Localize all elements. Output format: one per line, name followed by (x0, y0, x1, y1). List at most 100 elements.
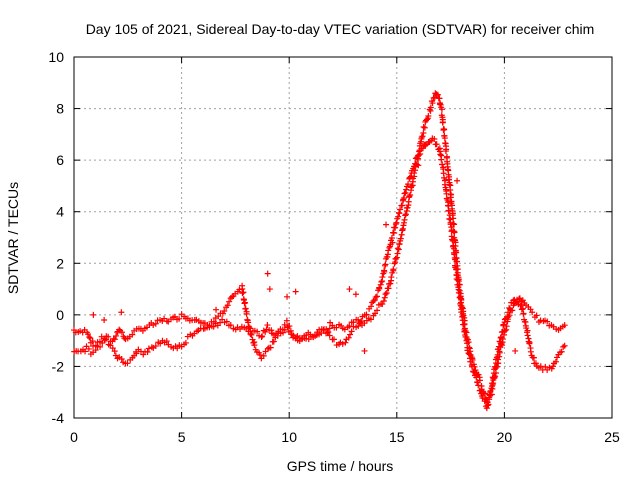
data-point-marker (420, 129, 427, 136)
data-point-marker (274, 332, 281, 339)
data-point-marker (442, 148, 449, 155)
data-point-marker (97, 343, 104, 350)
data-point-marker (397, 206, 404, 213)
data-point-marker (284, 293, 291, 300)
data-point-marker (385, 247, 392, 254)
data-point-marker (501, 327, 508, 334)
x-tick-label: 10 (281, 429, 297, 445)
data-point-marker (411, 163, 418, 170)
data-point-marker (485, 401, 492, 408)
data-point-marker (512, 347, 519, 354)
data-point-marker (163, 338, 170, 345)
data-point-marker (84, 331, 91, 338)
data-point-marker (453, 275, 460, 282)
data-point-marker (402, 189, 409, 196)
data-point-marker (431, 135, 438, 142)
data-point-marker (395, 246, 402, 253)
x-tick-label: 5 (178, 429, 186, 445)
data-point-marker (150, 321, 157, 328)
data-point-marker (550, 363, 557, 370)
data-point-marker (561, 342, 568, 349)
data-point-marker (331, 336, 338, 343)
y-tick-label: 2 (56, 255, 64, 271)
data-point-marker (486, 396, 493, 403)
data-point-marker (448, 227, 455, 234)
data-point-marker (221, 307, 228, 314)
data-point-marker (379, 301, 386, 308)
data-point-marker (415, 162, 422, 169)
data-point-marker (372, 294, 379, 301)
data-point-marker (240, 289, 247, 296)
data-point-marker (475, 382, 482, 389)
data-point-marker (281, 321, 288, 328)
data-point-marker (407, 191, 414, 198)
data-point-marker (243, 310, 250, 317)
data-point-marker (419, 145, 426, 152)
data-point-marker (347, 331, 354, 338)
data-point-marker (420, 123, 427, 130)
y-axis-label: SDTVAR / TECUs (5, 182, 21, 294)
data-point-marker (85, 345, 92, 352)
data-point-marker (424, 116, 431, 123)
data-point-marker (257, 351, 264, 358)
data-point-marker (481, 398, 488, 405)
x-tick-label: 25 (604, 429, 620, 445)
data-point-marker (454, 177, 461, 184)
data-point-marker (438, 106, 445, 113)
data-point-marker (473, 374, 480, 381)
data-point-marker (92, 347, 99, 354)
data-point-marker (403, 186, 410, 193)
data-point-marker (427, 104, 434, 111)
data-point-marker (90, 311, 97, 318)
data-point-marker (462, 333, 469, 340)
data-point-marker (552, 358, 559, 365)
data-point-marker (283, 317, 290, 324)
data-point-marker (348, 328, 355, 335)
data-point-marker (86, 334, 93, 341)
data-point-marker (434, 91, 441, 98)
data-point-marker (439, 119, 446, 126)
data-point-marker (224, 302, 231, 309)
data-point-marker (394, 250, 401, 257)
data-point-marker (463, 337, 470, 344)
data-point-marker (213, 306, 220, 313)
data-points (70, 90, 568, 412)
x-axis-label: GPS time / hours (287, 458, 394, 474)
data-point-marker (445, 202, 452, 209)
data-point-marker (395, 213, 402, 220)
data-point-marker (89, 338, 96, 345)
data-point-marker (305, 336, 312, 343)
data-point-marker (558, 348, 565, 355)
y-tick-label: 6 (56, 152, 64, 168)
data-point-marker (407, 173, 414, 180)
data-point-marker (113, 332, 120, 339)
data-point-marker (124, 360, 131, 367)
data-point-marker (412, 160, 419, 167)
data-point-marker (372, 310, 379, 317)
data-point-marker (495, 356, 502, 363)
data-point-marker (383, 221, 390, 228)
data-point-marker (239, 290, 246, 297)
data-point-marker (223, 318, 230, 325)
data-point-marker (394, 245, 401, 252)
data-point-marker (488, 391, 495, 398)
x-tick-label: 20 (497, 429, 513, 445)
data-point-marker (260, 352, 267, 359)
data-point-marker (242, 305, 249, 312)
data-point-marker (421, 141, 428, 148)
data-point-marker (412, 155, 419, 162)
data-point-marker (465, 350, 472, 357)
data-point-marker (405, 181, 412, 188)
data-point-marker (544, 318, 551, 325)
x-tick-label: 0 (70, 429, 78, 445)
y-tick-label: 4 (56, 204, 64, 220)
data-point-marker (446, 215, 453, 222)
data-point-marker (333, 324, 340, 331)
data-point-marker (453, 266, 460, 273)
data-point-marker (399, 202, 406, 209)
data-point-marker (445, 207, 452, 214)
data-point-marker (370, 298, 377, 305)
data-point-marker (492, 373, 499, 380)
data-point-marker (452, 256, 459, 263)
